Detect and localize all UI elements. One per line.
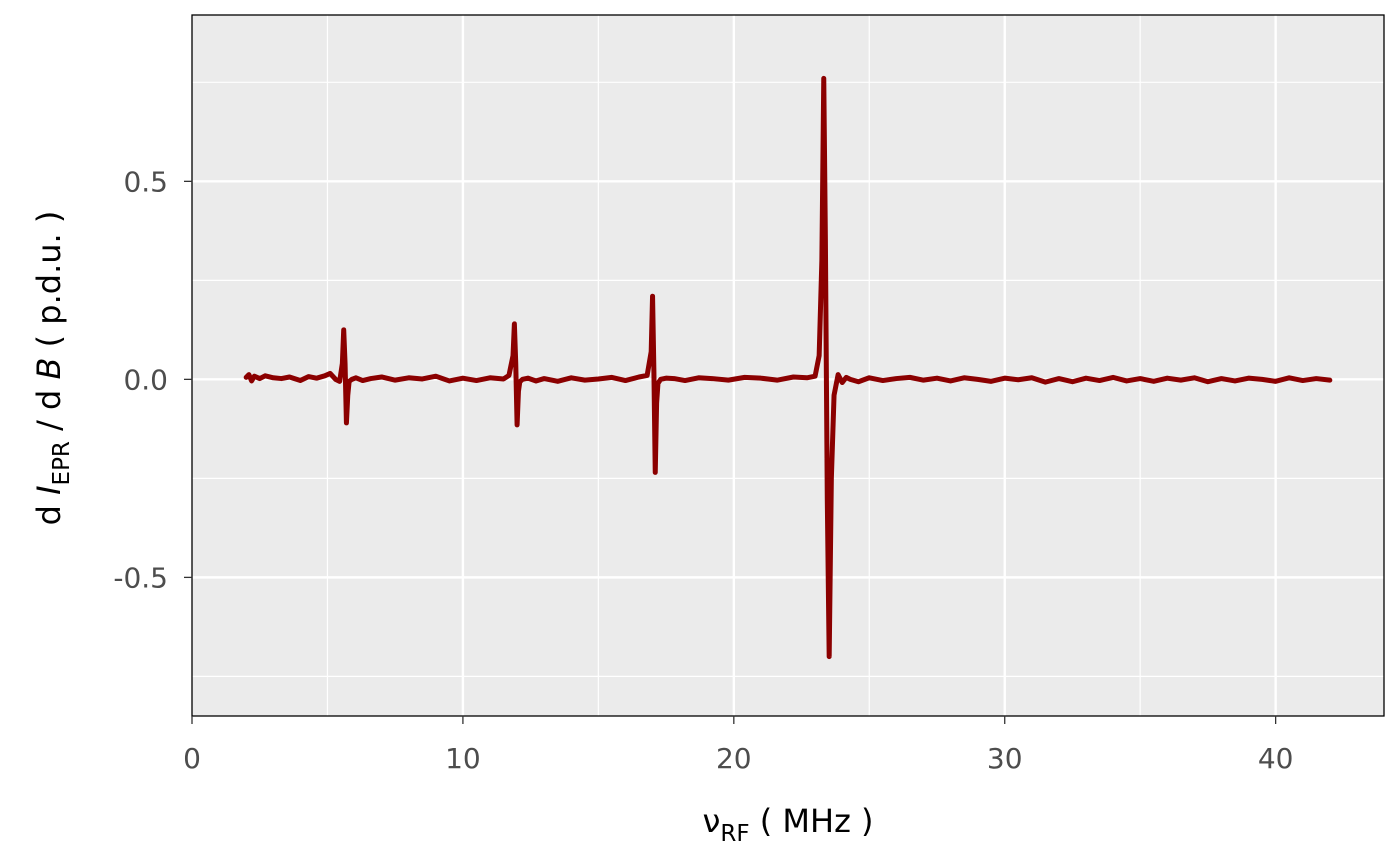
plot-frame bbox=[191, 14, 1385, 717]
x-tick-label: 0 bbox=[183, 742, 201, 775]
y-axis-title-subscript: EPR bbox=[49, 441, 75, 485]
y-axis-title-intensity: I bbox=[30, 485, 68, 494]
x-tick-label: 40 bbox=[1258, 742, 1294, 775]
y-axis-title-unit: ( p.d.u. ) bbox=[30, 211, 68, 358]
x-axis-title-subscript: RF bbox=[720, 821, 749, 847]
x-tick-label: 20 bbox=[716, 742, 752, 775]
y-axis-title: d IEPR / d B ( p.d.u. ) bbox=[30, 211, 75, 526]
x-axis-title-unit: ( MHz ) bbox=[750, 802, 874, 840]
y-tick-label: 0.0 bbox=[123, 363, 168, 396]
x-axis: 0 10 20 30 40 bbox=[183, 716, 1293, 775]
y-tick-label: 0.5 bbox=[123, 165, 168, 198]
plot-panel bbox=[192, 15, 1384, 716]
x-tick-label: 10 bbox=[445, 742, 481, 775]
x-axis-title: νRF ( MHz ) bbox=[702, 802, 873, 847]
y-axis-title-field: B bbox=[30, 358, 68, 380]
y-axis-title-mid: / d bbox=[30, 379, 68, 441]
y-tick-label: -0.5 bbox=[113, 561, 168, 594]
series-line bbox=[243, 75, 1333, 660]
x-axis-title-symbol: ν bbox=[702, 802, 720, 840]
y-axis: -0.5 0.0 0.5 bbox=[113, 165, 192, 594]
minor-gridlines bbox=[192, 15, 1384, 716]
y-axis-title-d: d bbox=[30, 495, 68, 525]
x-tick-label: 30 bbox=[987, 742, 1023, 775]
